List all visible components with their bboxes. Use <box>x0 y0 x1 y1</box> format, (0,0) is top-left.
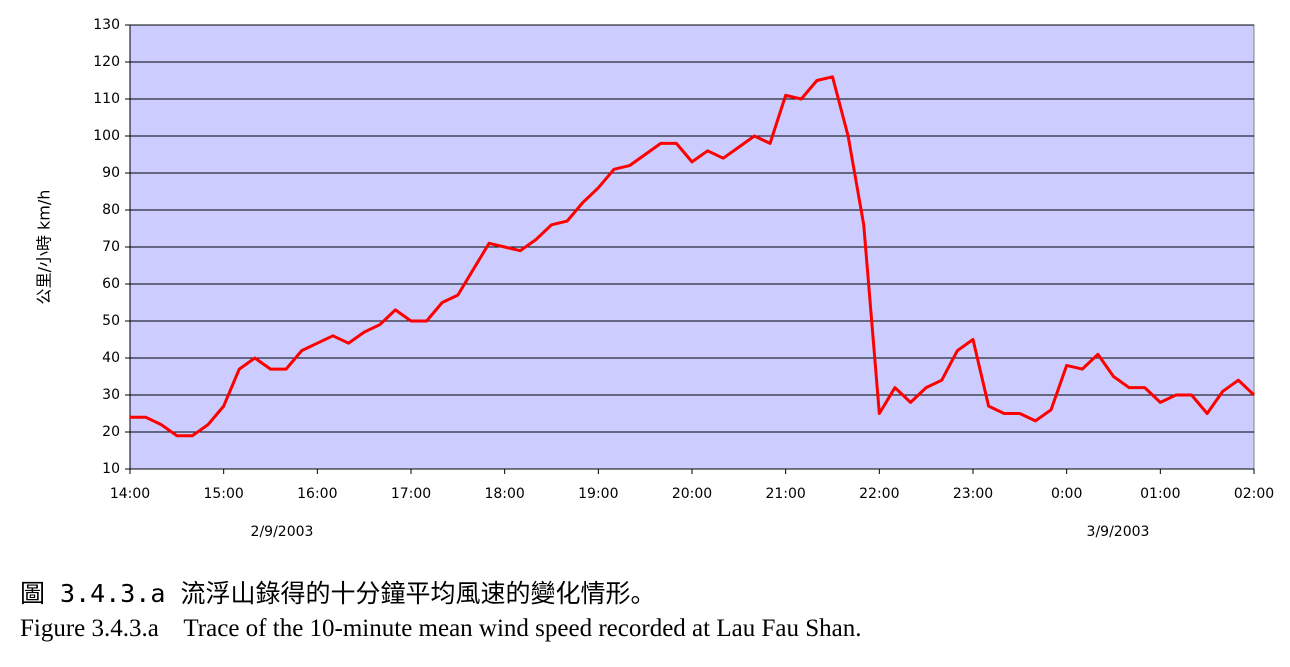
y-tick-label: 110 <box>93 91 120 107</box>
data-line <box>130 75 1256 438</box>
y-tick-label: 50 <box>102 313 120 329</box>
x-tick-label: 15:00 <box>203 486 243 502</box>
y-tick-label: 100 <box>93 128 120 144</box>
x-tick-label: 19:00 <box>578 486 618 502</box>
x-tick-label: 0:00 <box>1051 486 1082 502</box>
x-tick-label: 02:00 <box>1234 486 1274 502</box>
x-tick-label: 20:00 <box>672 486 712 502</box>
y-tick-label: 10 <box>102 461 120 477</box>
caption-chinese: 圖 3.4.3.a 流浮山錄得的十分鐘平均風速的變化情形。 <box>20 579 656 608</box>
x-tick-label: 17:00 <box>391 486 431 502</box>
caption-english: Figure 3.4.3.a Trace of the 10-minute me… <box>20 615 862 642</box>
y-tick-label: 120 <box>93 54 120 70</box>
x-tick-label: 01:00 <box>1140 486 1180 502</box>
y-tick-label: 70 <box>102 239 120 255</box>
y-tick-label: 80 <box>102 202 120 218</box>
y-tick-label: 40 <box>102 350 120 366</box>
x-tick-label: 14:00 <box>110 486 150 502</box>
y-tick-label: 130 <box>93 17 120 33</box>
date-label: 2/9/2003 <box>251 524 314 540</box>
x-tick-label: 18:00 <box>484 486 524 502</box>
y-axis-label: 公里/小時 km/h <box>35 190 54 305</box>
y-tick-label: 30 <box>102 387 120 403</box>
date-label: 3/9/2003 <box>1087 524 1150 540</box>
x-tick-label: 21:00 <box>765 486 805 502</box>
x-tick-label: 16:00 <box>297 486 337 502</box>
y-tick-label: 60 <box>102 276 120 292</box>
x-tick-label: 22:00 <box>859 486 899 502</box>
y-tick-label: 20 <box>102 424 120 440</box>
y-tick-label: 90 <box>102 165 120 181</box>
x-tick-label: 23:00 <box>953 486 993 502</box>
chart: 公里/小時 km/h 10 20 30 40 50 60 70 80 90 100 110 120 13… <box>35 17 1275 540</box>
